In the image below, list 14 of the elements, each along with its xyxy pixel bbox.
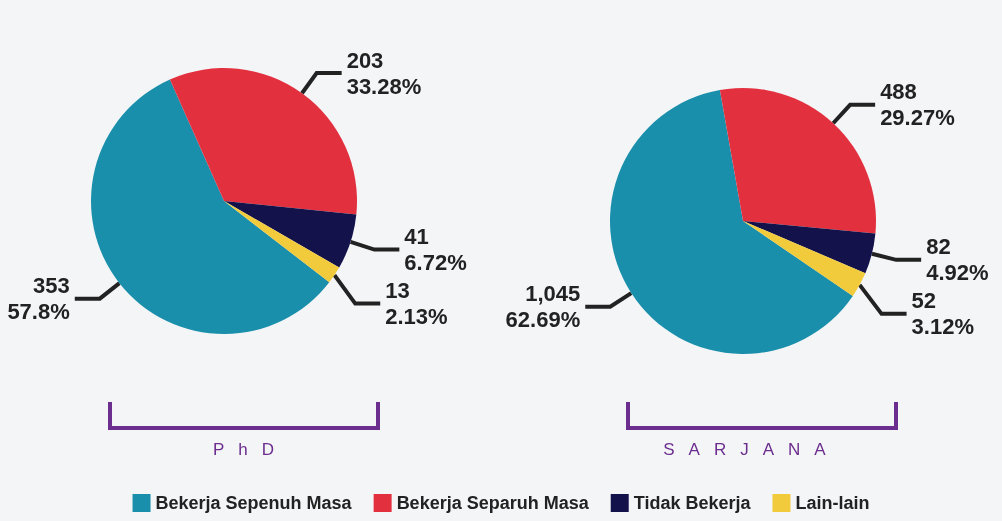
data-label: 82 4.92% [926, 234, 989, 286]
data-label: 488 29.27% [880, 79, 955, 131]
legend-label: Bekerja Sepenuh Masa [155, 493, 353, 513]
legend-label: Lain-lain [795, 493, 870, 513]
legend-label: Tidak Bekerja [633, 493, 752, 513]
data-label: 1,045 62.69% [505, 281, 581, 333]
slice-label: SARJANA [662, 440, 841, 460]
data-label: 203 33.28% [346, 47, 422, 99]
data-label: 13 2.13% [385, 278, 448, 330]
legend-label: Bekerja Separuh Masa [396, 493, 590, 513]
data-label: 41 6.72% [404, 224, 467, 276]
data-label: 52 3.12% [911, 288, 974, 340]
data-label: 353 57.8% [7, 273, 70, 325]
slice-label: PhD [211, 440, 290, 460]
